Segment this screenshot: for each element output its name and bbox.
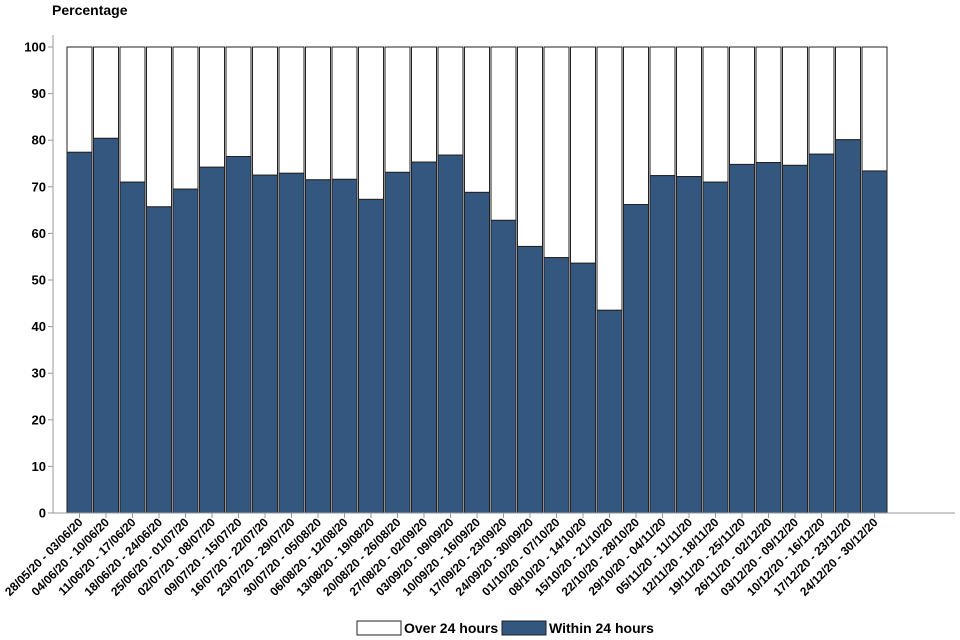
bar-within-24-hours — [119, 181, 146, 514]
y-axis: 0 10 20 30 40 50 60 70 80 90 100 — [24, 35, 54, 521]
bar-within-24-hours — [358, 198, 384, 514]
bar-over-24-hours — [93, 46, 119, 139]
bar-over-24-hours — [676, 46, 702, 178]
bar-over-24-hours — [623, 46, 649, 206]
bar-over-24-hours — [570, 46, 596, 264]
bar-over-24-hours — [782, 46, 808, 166]
bar-over-24-hours — [437, 46, 464, 156]
bar-within-24-hours — [755, 162, 782, 514]
bar-over-24-hours — [358, 46, 384, 200]
y-tick-label: 50 — [32, 273, 46, 288]
bar-within-24-hours — [384, 171, 411, 514]
bar-over-24-hours — [543, 46, 570, 259]
bar-within-24-hours — [623, 204, 649, 514]
bar-over-24-hours — [225, 46, 252, 158]
bar-within-24-hours — [596, 309, 623, 514]
bar-over-24-hours — [331, 46, 358, 180]
bar-over-24-hours — [755, 46, 782, 164]
bar-over-24-hours — [146, 46, 172, 208]
bar-within-24-hours — [835, 139, 861, 514]
bar-within-24-hours — [702, 181, 729, 514]
bar-over-24-hours — [411, 46, 437, 163]
legend: Over 24 hours Within 24 hours — [356, 620, 654, 636]
bar-within-24-hours — [676, 176, 702, 514]
y-tick-label: 100 — [24, 40, 46, 55]
y-axis-label: Percentage — [52, 2, 128, 18]
bar-over-24-hours — [517, 46, 543, 247]
bar-over-24-hours — [464, 46, 490, 193]
bar-over-24-hours — [729, 46, 755, 165]
bar-over-24-hours — [861, 46, 888, 172]
bar-within-24-hours — [225, 156, 252, 514]
y-tick-label: 80 — [32, 133, 46, 148]
bar-within-24-hours — [490, 219, 517, 514]
bar-over-24-hours — [596, 46, 623, 311]
bar-within-24-hours — [464, 191, 490, 514]
y-tick-label: 0 — [39, 506, 46, 521]
bar-over-24-hours — [278, 46, 305, 174]
bar-within-24-hours — [782, 164, 808, 514]
bar-within-24-hours — [411, 161, 437, 514]
bar-over-24-hours — [199, 46, 225, 168]
bar-within-24-hours — [808, 153, 835, 514]
bar-over-24-hours — [808, 46, 835, 155]
y-tick-label: 90 — [32, 86, 46, 101]
bar-within-24-hours — [517, 245, 543, 514]
bar-within-24-hours — [252, 174, 278, 514]
bar-within-24-hours — [543, 257, 570, 514]
bar-within-24-hours — [729, 163, 755, 514]
bar-within-24-hours — [437, 154, 464, 514]
y-tick-label: 60 — [32, 226, 46, 241]
bar-within-24-hours — [146, 206, 172, 514]
bar-over-24-hours — [66, 46, 93, 153]
y-tick-label: 20 — [32, 412, 46, 427]
bar-within-24-hours — [172, 188, 199, 514]
y-tick-label: 30 — [32, 366, 46, 381]
bar-within-24-hours — [278, 172, 305, 514]
bar-over-24-hours — [702, 46, 729, 183]
bar-over-24-hours — [490, 46, 517, 221]
bars-group — [66, 46, 888, 514]
bar-over-24-hours — [252, 46, 278, 176]
bar-within-24-hours — [305, 179, 331, 514]
bar-over-24-hours — [649, 46, 676, 177]
bar-within-24-hours — [66, 151, 93, 514]
bar-within-24-hours — [199, 166, 225, 514]
legend-swatch — [501, 620, 547, 636]
bar-over-24-hours — [119, 46, 146, 183]
bar-within-24-hours — [570, 262, 596, 514]
bar-over-24-hours — [172, 46, 199, 190]
bar-within-24-hours — [649, 175, 676, 514]
legend-swatch — [356, 620, 402, 636]
bar-within-24-hours — [331, 178, 358, 514]
legend-label: Within 24 hours — [549, 620, 654, 636]
bar-over-24-hours — [305, 46, 331, 181]
y-tick-label: 40 — [32, 319, 46, 334]
y-tick-label: 10 — [32, 459, 46, 474]
bar-within-24-hours — [861, 170, 888, 514]
legend-label: Over 24 hours — [404, 620, 498, 636]
bar-over-24-hours — [835, 46, 861, 141]
y-tick-label: 70 — [32, 179, 46, 194]
bar-over-24-hours — [384, 46, 411, 173]
bar-within-24-hours — [93, 137, 119, 514]
